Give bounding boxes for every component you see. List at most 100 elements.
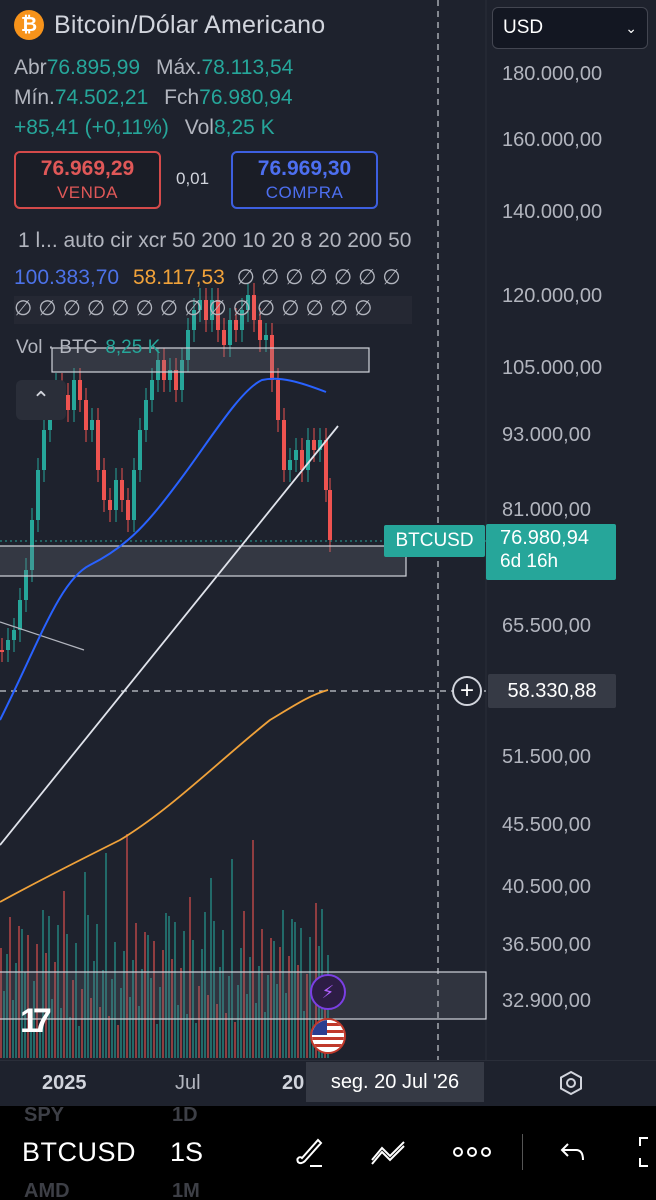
volume-bar [138, 1006, 140, 1058]
candle-body [144, 400, 148, 430]
close-label: Fch [164, 86, 200, 109]
volume-bar [45, 953, 47, 1058]
symbol-title[interactable]: ₿ Bitcoin/Dólar Americano [14, 10, 325, 40]
candle-body [192, 310, 196, 330]
collapse-legend-button[interactable]: ⌃ [16, 380, 66, 420]
time-label: Jul [175, 1072, 201, 1094]
volume-bar [108, 1016, 110, 1058]
volume-bar [66, 934, 68, 1058]
volume-indicator-label[interactable]: Vol · BTC 8,25 K [16, 337, 160, 359]
drawing-tools-icon[interactable] [368, 1130, 408, 1174]
drawings [0, 347, 487, 1020]
volume-bar [60, 1008, 62, 1058]
volume-bar [147, 935, 149, 1058]
bitcoin-icon: ₿ [14, 10, 44, 40]
brush-icon[interactable] [288, 1130, 328, 1174]
volume-bar [27, 935, 29, 1058]
price-label: 160.000,00 [502, 129, 603, 151]
volume-bar [240, 948, 242, 1058]
ghost-symbol-top: SPY [24, 1104, 65, 1126]
fullscreen-icon[interactable] [630, 1130, 656, 1174]
symbol-name: Bitcoin/Dólar Americano [54, 10, 326, 39]
volume-bar [36, 944, 38, 1058]
volume-bar [288, 956, 290, 1058]
volume-bars [0, 834, 329, 1058]
volume-bar [75, 943, 77, 1058]
candle-body [270, 335, 274, 380]
volume-bar [123, 951, 125, 1058]
volume-bar [303, 1011, 305, 1058]
ma-orange-value: 58.117,53 [132, 266, 225, 289]
candle-body [246, 295, 250, 310]
candle-body [150, 380, 154, 400]
candle-body [228, 320, 232, 345]
bottom-toolbar [0, 1106, 656, 1200]
volume-bar [159, 987, 161, 1058]
current-symbol-tag: BTCUSD [384, 525, 485, 557]
us-flag-icon[interactable] [310, 1018, 346, 1054]
chevron-down-icon: ⌄ [625, 19, 637, 36]
volume-bar [183, 931, 185, 1058]
volume-bar [249, 957, 251, 1058]
candle-body [216, 300, 220, 330]
volume-bar [150, 978, 152, 1058]
tradingview-logo[interactable]: 17 [20, 1002, 52, 1040]
volume-indicator-value: 8,25 K [105, 337, 161, 358]
candle-body [96, 420, 100, 470]
sell-button[interactable]: 76.969,29 VENDA [14, 151, 161, 209]
volume-bar [273, 941, 275, 1058]
volume-bar [195, 1023, 197, 1058]
currency-select[interactable]: USD ⌄ [492, 7, 648, 49]
indicator-params[interactable]: 1 l... auto cir xcr 50 200 10 20 8 20 20… [18, 229, 412, 252]
volume-bar [246, 994, 248, 1058]
candle-body [222, 330, 226, 345]
price-label: 32.900,00 [502, 990, 591, 1012]
volume-bar [57, 925, 59, 1058]
volume-bar [132, 960, 134, 1058]
price-label: 81.000,00 [502, 499, 591, 521]
price-label: 36.500,00 [502, 934, 591, 956]
toolbar-divider [522, 1134, 523, 1170]
add-alert-plus-icon[interactable]: + [452, 676, 482, 706]
candle-body [120, 480, 124, 500]
price-label: 105.000,00 [502, 357, 603, 379]
volume-bar [201, 949, 203, 1058]
candle-body [300, 450, 304, 470]
time-label: 20 [282, 1072, 305, 1094]
ma-fast-line [0, 377, 327, 721]
volume-bar [162, 950, 164, 1058]
price-label: 45.500,00 [502, 814, 591, 836]
candle-body [234, 320, 238, 330]
undo-icon[interactable] [552, 1130, 592, 1174]
volume-bar [9, 917, 11, 1058]
gear-icon[interactable] [556, 1068, 586, 1098]
lightning-icon[interactable]: ⚡ [310, 974, 346, 1010]
more-icon[interactable] [452, 1130, 492, 1174]
volume-bar [216, 1004, 218, 1058]
volume-bar [267, 975, 269, 1058]
buy-button[interactable]: 76.969,30 COMPRA [231, 151, 378, 209]
ma-values-row[interactable]: 100.383,70 58.117,53 ∅∅∅∅∅∅∅ [14, 265, 407, 290]
volume-bar [243, 911, 245, 1058]
volume-bar [21, 929, 23, 1058]
volume-bar [177, 1005, 179, 1058]
volume-bar [261, 929, 263, 1058]
volume-bar [285, 993, 287, 1058]
price-label: 65.500,00 [502, 615, 591, 637]
symbol-search-button[interactable]: BTCUSD [22, 1137, 137, 1167]
null-values-row[interactable]: ∅∅∅∅∅∅∅∅∅∅∅∅∅∅∅ [14, 296, 412, 324]
volume-bar [156, 1024, 158, 1058]
volume-bar [30, 1018, 32, 1058]
volume-bar [96, 924, 98, 1058]
volume-bar [291, 919, 293, 1058]
high-value: 78.113,54 [201, 56, 294, 79]
volume-bar [279, 947, 281, 1058]
current-price-tag: 76.980,94 6d 16h [486, 524, 616, 580]
volume-bar [270, 938, 272, 1058]
ghost-interval-bottom: 1M [172, 1180, 200, 1200]
volume-bar [114, 942, 116, 1058]
candle-body [162, 360, 166, 380]
interval-button[interactable]: 1S [170, 1137, 204, 1167]
trend-line [0, 425, 339, 846]
candle-body [78, 380, 82, 400]
